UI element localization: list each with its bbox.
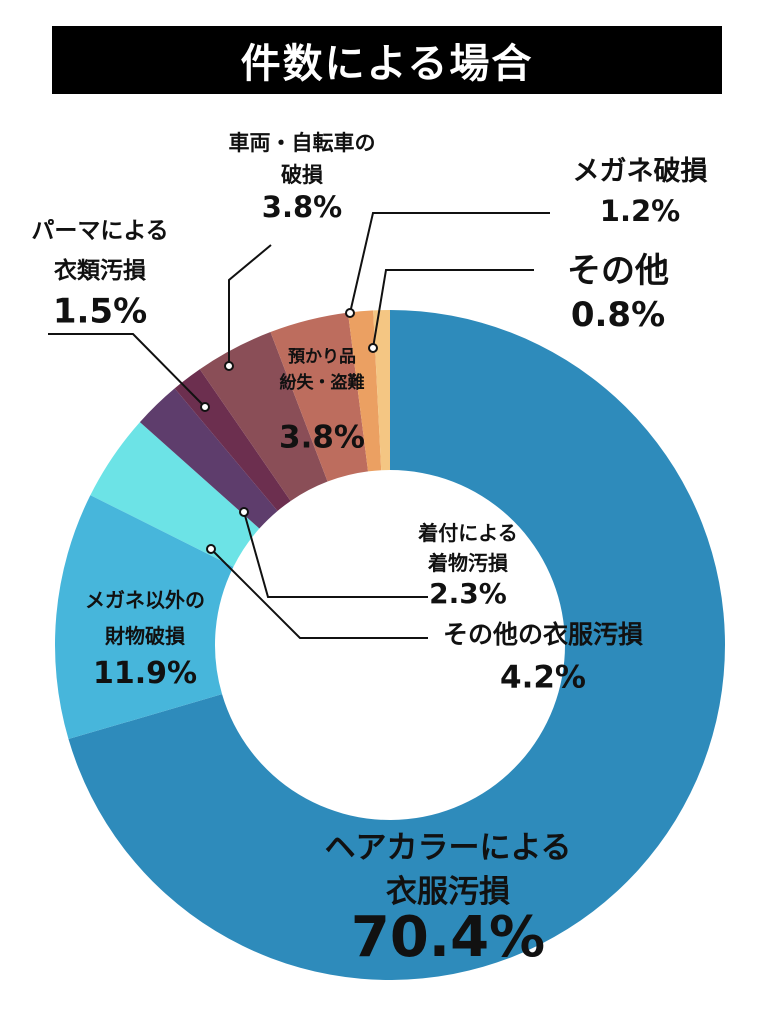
slice-label: 財物破損 [105, 624, 186, 648]
leader-line [210, 548, 428, 639]
slice-label: メガネ以外の [85, 588, 205, 612]
leader-line [228, 244, 272, 366]
slice-value-label: 70.4% [351, 905, 545, 970]
slice-label: 車両・自転車の [229, 131, 376, 155]
slice-label: ヘアカラーによる [324, 830, 571, 866]
pie-slice [270, 312, 369, 482]
leader-dot [206, 544, 216, 554]
slice-label: 破損 [281, 163, 324, 187]
slice-label: その他 [567, 251, 669, 291]
slice-label: パーマによる [31, 218, 168, 244]
slice-label: その他の衣服汚損 [443, 620, 643, 649]
leader-line [48, 333, 206, 408]
leader-line [349, 212, 550, 314]
slice-value-label: 4.2% [500, 659, 586, 695]
leader-dot [368, 343, 378, 353]
slice-label: 着付による [417, 521, 517, 545]
slice-value-label: 1.5% [53, 291, 147, 331]
slice-value-label: 11.9% [93, 656, 197, 691]
leader-line [372, 269, 534, 349]
pie-slice [68, 310, 726, 980]
slice-value-label: 3.8% [279, 420, 365, 456]
pie-slice [199, 332, 328, 501]
leader-line [243, 511, 428, 598]
pie-slice [54, 495, 234, 740]
chart-title: 件数による場合 [52, 26, 722, 94]
slice-label: 衣服汚損 [386, 874, 510, 910]
leader-dot [239, 507, 249, 517]
slice-value-label: 3.8% [262, 190, 342, 224]
slice-value-label: 2.3% [429, 577, 507, 610]
slice-label: 紛失・盗難 [280, 372, 365, 393]
slice-label: 着物汚損 [427, 551, 509, 575]
slice-label: メガネ破損 [573, 156, 708, 187]
slice-value-label: 0.8% [571, 295, 665, 335]
leader-dot [345, 308, 355, 318]
leader-dot [224, 361, 234, 371]
slice-value-label: 1.2% [600, 194, 680, 228]
leader-dot [200, 402, 210, 412]
pie-slice [139, 388, 278, 529]
slice-label: 衣類汚損 [54, 257, 146, 284]
pie-slice [90, 422, 260, 567]
slice-label: 預かり品 [288, 347, 356, 367]
